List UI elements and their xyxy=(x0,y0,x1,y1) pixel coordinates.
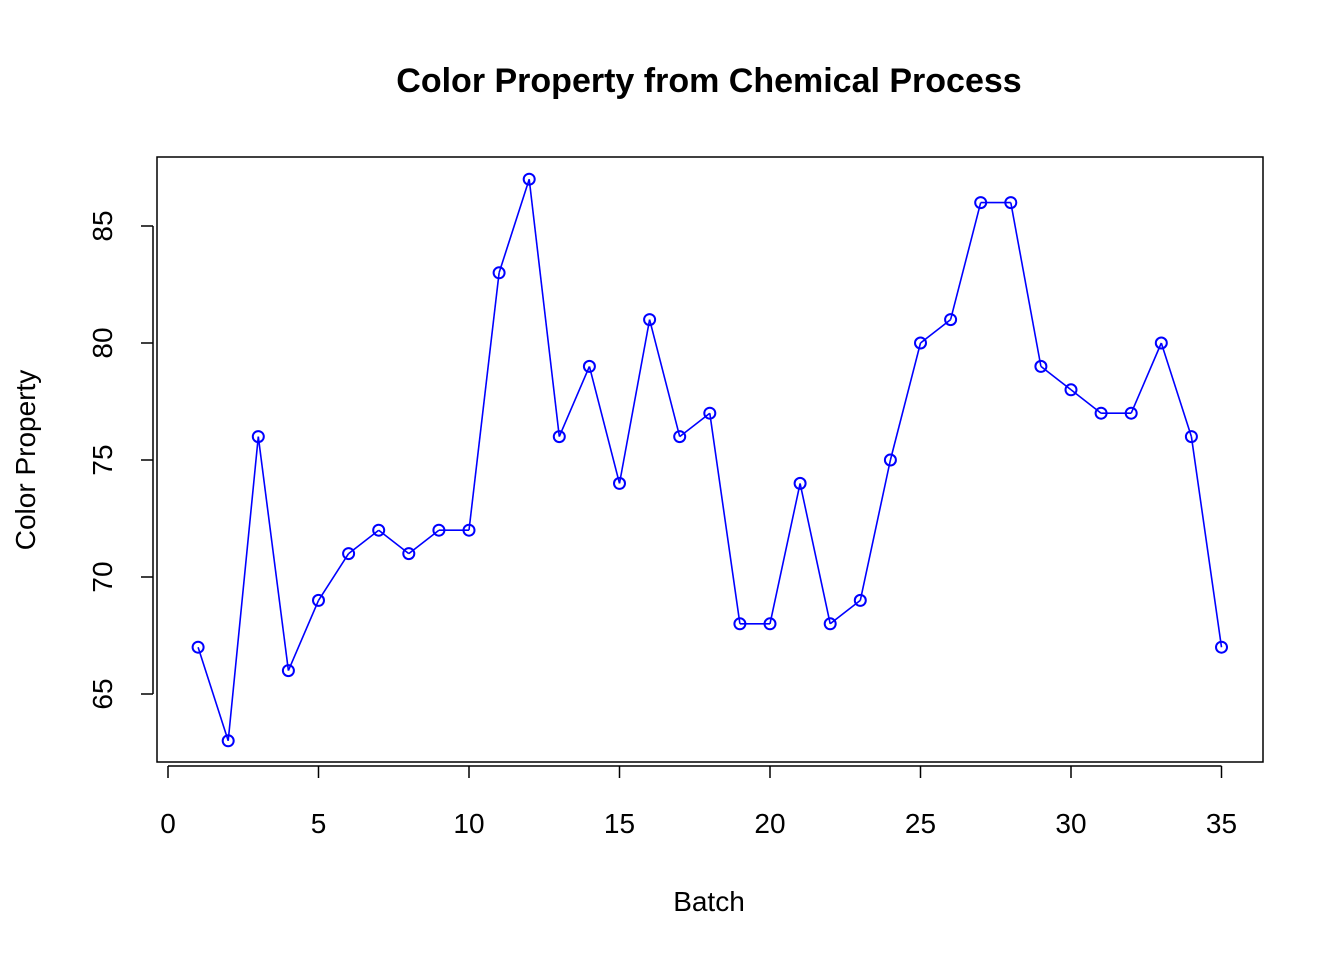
data-point xyxy=(1094,406,1108,420)
series-line-segment xyxy=(317,553,350,601)
data-point xyxy=(492,266,506,280)
data-point xyxy=(552,430,566,444)
data-point xyxy=(733,617,747,631)
x-tick-label: 25 xyxy=(905,808,936,839)
y-tick-label: 65 xyxy=(87,678,118,709)
series-line-segment xyxy=(588,366,621,484)
data-point xyxy=(1215,640,1228,654)
data-point xyxy=(823,617,837,631)
series-line-segment xyxy=(949,202,982,320)
x-axis: 0 5 10 15 20 25 30 35 xyxy=(160,765,1237,839)
series-line-segment xyxy=(528,179,561,437)
x-tick-label: 35 xyxy=(1206,808,1237,839)
data-point xyxy=(613,476,626,490)
data-point xyxy=(914,336,927,350)
data-point xyxy=(582,359,596,373)
data-point xyxy=(221,734,235,748)
y-tick-label: 75 xyxy=(87,444,118,475)
data-point xyxy=(191,640,205,654)
data-point xyxy=(1004,196,1018,210)
data-point xyxy=(281,664,295,678)
series-line-segment xyxy=(558,366,591,437)
series-line-segment xyxy=(498,178,530,274)
data-point xyxy=(251,430,265,444)
data-point xyxy=(763,617,777,631)
series-line-segment xyxy=(257,436,290,671)
data-point xyxy=(342,547,356,561)
data-point xyxy=(372,523,386,537)
series-line-segment xyxy=(889,342,922,461)
data-point xyxy=(402,547,416,561)
series-group xyxy=(191,172,1228,748)
data-point xyxy=(703,406,717,420)
y-tick-label: 70 xyxy=(87,561,118,592)
data-point xyxy=(312,593,325,607)
data-point xyxy=(522,172,536,186)
x-tick-label: 15 xyxy=(604,808,635,839)
series-line-segment xyxy=(227,436,260,741)
series-line-segment xyxy=(468,272,500,531)
series-line-segment xyxy=(287,600,320,671)
series-line-segment xyxy=(1010,202,1042,367)
x-axis-label: Batch xyxy=(673,886,745,917)
data-point xyxy=(462,523,476,537)
series-line-segment xyxy=(618,319,651,484)
x-tick-label: 5 xyxy=(311,808,327,839)
series-line-segment xyxy=(1130,342,1163,414)
data-point xyxy=(1064,383,1078,397)
data-point xyxy=(1154,336,1168,350)
series-line-segment xyxy=(648,319,681,437)
data-point xyxy=(1124,406,1138,420)
data-point xyxy=(853,593,867,607)
series-line-segment xyxy=(1190,436,1223,648)
y-tick-label: 85 xyxy=(87,210,118,241)
series-line-segment xyxy=(197,646,229,742)
x-tick-label: 30 xyxy=(1055,808,1086,839)
x-tick-label: 20 xyxy=(754,808,785,839)
x-tick-label: 0 xyxy=(160,808,176,839)
y-axis: 65 70 75 80 85 xyxy=(87,210,154,710)
y-axis-label: Color Property xyxy=(10,370,41,551)
data-point xyxy=(883,453,897,467)
series-line-segment xyxy=(769,483,801,624)
data-point xyxy=(1034,359,1048,373)
data-point xyxy=(944,313,958,327)
series-line-segment xyxy=(709,413,741,624)
data-point xyxy=(643,313,657,327)
data-point xyxy=(974,196,988,210)
chart-title: Color Property from Chemical Process xyxy=(396,62,1021,100)
data-point xyxy=(673,430,687,444)
data-point xyxy=(432,523,446,537)
y-tick-label: 80 xyxy=(87,327,118,358)
series-line-segment xyxy=(799,483,831,624)
series-line-segment xyxy=(859,459,892,601)
data-point xyxy=(1184,430,1198,444)
series-line-segment xyxy=(1160,342,1193,437)
x-tick-label: 10 xyxy=(453,808,484,839)
data-point xyxy=(793,476,807,490)
plot-frame xyxy=(156,156,1264,763)
